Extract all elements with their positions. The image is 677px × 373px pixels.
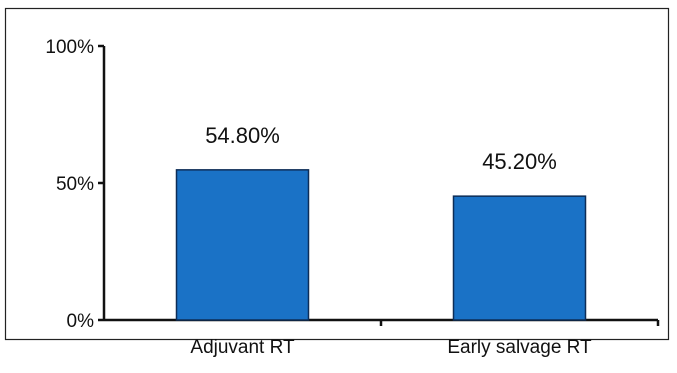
- value-label-0: 54.80%: [205, 123, 280, 148]
- x-axis: [104, 318, 660, 326]
- bar-0: [175, 169, 310, 321]
- bar-1: [452, 195, 587, 321]
- category-labels: Adjuvant RT Early salvage RT: [190, 337, 592, 358]
- y-tick-label: 0%: [67, 311, 95, 332]
- bars: [175, 169, 587, 321]
- value-label-1: 45.20%: [482, 149, 557, 174]
- value-labels: 54.80% 45.20%: [205, 123, 557, 174]
- y-tick-label: 100%: [45, 37, 94, 58]
- y-axis: 0% 50% 100%: [45, 37, 106, 332]
- y-tick-label: 50%: [56, 174, 94, 195]
- category-label-1: Early salvage RT: [447, 337, 592, 358]
- chart-frame: [4, 7, 670, 341]
- category-label-0: Adjuvant RT: [190, 337, 295, 358]
